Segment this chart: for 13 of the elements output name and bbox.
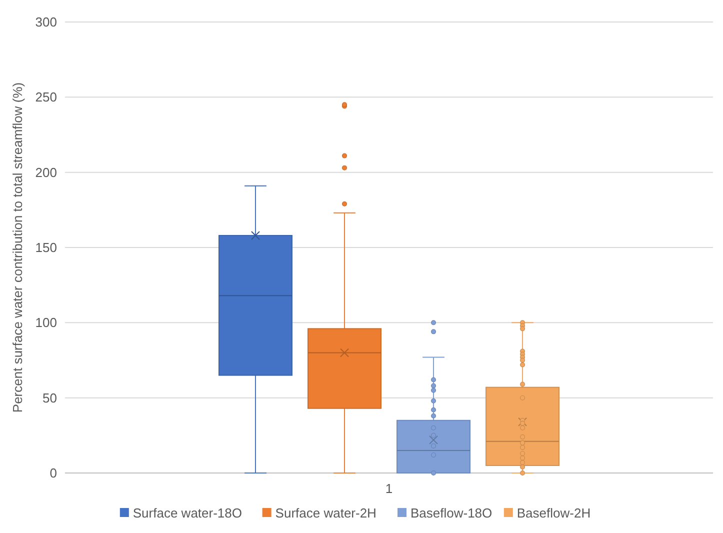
y-tick-label: 0: [50, 466, 57, 481]
legend-label: Surface water-18O: [132, 506, 242, 521]
y-tick-label: 150: [35, 240, 57, 256]
y-tick-label: 300: [35, 14, 57, 30]
legend-label: Surface water-2H: [275, 506, 376, 521]
y-tick-label: 50: [42, 390, 57, 406]
y-tick-label: 100: [35, 315, 57, 330]
legend-label: Baseflow-18O: [410, 506, 492, 521]
legend-label: Baseflow-2H: [516, 506, 591, 521]
y-tick-label: 200: [35, 164, 57, 180]
x-tick-label: 1: [385, 481, 393, 496]
y-tick-label: 250: [35, 90, 57, 105]
y-axis-title: Percent surface water contribution to total streamflow (%): [10, 82, 25, 413]
